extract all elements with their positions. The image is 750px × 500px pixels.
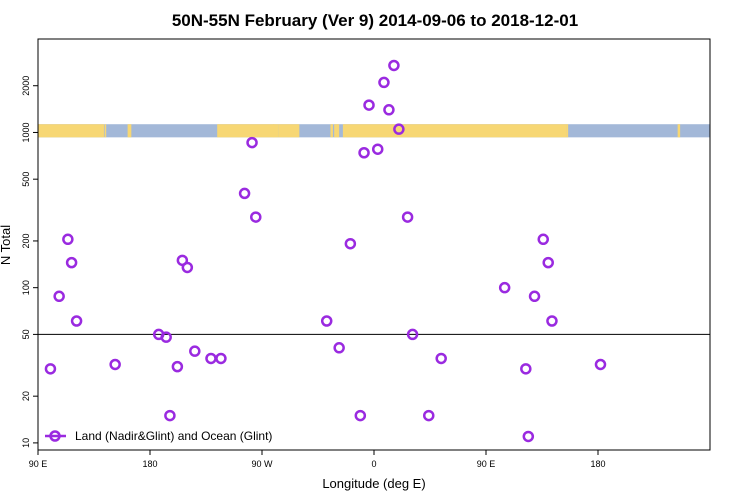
- x-tick-label-4: 90 E: [477, 459, 496, 469]
- data-point-18: [320, 315, 333, 327]
- data-point-0: [44, 363, 57, 375]
- land-segment-8: [342, 124, 567, 138]
- data-points: [44, 59, 607, 443]
- data-point-11: [181, 261, 194, 274]
- data-point-5: [109, 358, 121, 371]
- x-tick-label-0: 90 E: [29, 459, 48, 469]
- x-axis: 90 E 180 90 W 0 90 E 180: [29, 450, 606, 469]
- land-segment-9: [566, 124, 569, 138]
- land-segment-3: [217, 124, 275, 138]
- data-point-3: [65, 256, 78, 269]
- data-point-32: [435, 352, 447, 365]
- y-tick-label-0: 10: [21, 438, 31, 448]
- x-axis-label: Longitude (deg E): [322, 476, 425, 491]
- land-segment-4: [273, 124, 279, 138]
- data-point-1: [53, 290, 65, 303]
- y-axis-label: N Total: [0, 225, 13, 265]
- data-point-34: [520, 363, 532, 375]
- data-point-37: [537, 233, 549, 246]
- data-point-29: [401, 211, 414, 223]
- data-point-23: [363, 99, 375, 111]
- chart-title: 50N-55N February (Ver 9) 2014-09-06 to 2…: [172, 11, 578, 30]
- data-point-4: [70, 315, 83, 327]
- land-segment-10: [677, 124, 681, 138]
- data-point-22: [358, 147, 370, 159]
- land-ocean-band: [38, 124, 710, 138]
- data-point-2: [62, 233, 74, 246]
- data-point-40: [594, 358, 607, 371]
- x-tick-label-3: 0: [371, 459, 376, 469]
- land-segment-0: [38, 124, 104, 138]
- data-point-21: [354, 409, 367, 422]
- data-point-9: [171, 360, 184, 373]
- data-point-16: [246, 136, 258, 149]
- data-point-19: [333, 342, 345, 354]
- data-point-33: [498, 281, 511, 294]
- x-tick-label-2: 90 W: [251, 459, 273, 469]
- data-point-17: [250, 211, 262, 223]
- legend-marker: [49, 430, 61, 442]
- x-tick-label-5: 180: [590, 459, 605, 469]
- data-point-35: [522, 430, 535, 443]
- y-tick-label-1: 20: [21, 391, 31, 401]
- y-axis: 10 20 50 100 200 500 1000 2000: [21, 76, 38, 448]
- y-tick-label-2: 50: [21, 329, 31, 339]
- land-segment-5: [278, 124, 300, 138]
- data-point-38: [542, 256, 554, 269]
- data-point-26: [383, 104, 395, 116]
- data-point-28: [393, 123, 405, 135]
- data-point-36: [528, 290, 541, 303]
- y-tick-label-7: 2000: [21, 76, 31, 96]
- legend: Land (Nadir&Glint) and Ocean (Glint): [45, 429, 272, 443]
- y-tick-label-5: 500: [21, 172, 31, 187]
- data-point-27: [388, 59, 400, 72]
- data-point-25: [378, 76, 390, 89]
- y-tick-label-3: 100: [21, 280, 31, 295]
- land-segment-7: [334, 124, 340, 138]
- data-point-24: [371, 143, 384, 155]
- x-tick-label-1: 180: [142, 459, 157, 469]
- data-point-39: [546, 315, 558, 327]
- data-point-20: [344, 237, 357, 250]
- land-segment-2: [127, 124, 132, 138]
- data-point-8: [164, 409, 176, 422]
- y-tick-label-6: 1000: [21, 122, 31, 142]
- y-tick-label-4: 200: [21, 233, 31, 248]
- data-point-14: [215, 352, 227, 365]
- data-point-15: [238, 187, 251, 200]
- data-point-30: [406, 328, 419, 341]
- data-point-12: [189, 345, 201, 357]
- legend-label: Land (Nadir&Glint) and Ocean (Glint): [75, 429, 272, 443]
- data-point-7: [160, 331, 172, 343]
- land-segment-6: [330, 124, 333, 138]
- data-point-31: [423, 409, 435, 422]
- land-segment-1: [104, 124, 107, 138]
